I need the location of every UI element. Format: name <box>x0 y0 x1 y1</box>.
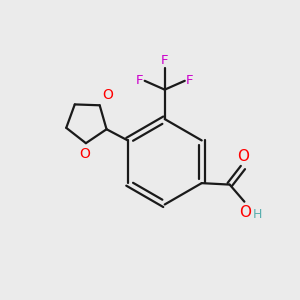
Text: O: O <box>79 147 90 161</box>
Text: O: O <box>238 149 250 164</box>
Text: O: O <box>239 205 251 220</box>
Text: H: H <box>253 208 262 221</box>
Text: F: F <box>186 74 194 87</box>
Text: F: F <box>161 54 169 67</box>
Text: F: F <box>136 74 143 87</box>
Text: O: O <box>103 88 113 102</box>
